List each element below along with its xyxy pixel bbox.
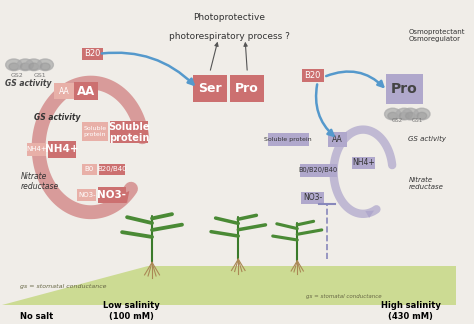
Text: GS activity: GS activity bbox=[5, 79, 51, 88]
Text: Low salinity
(100 mM): Low salinity (100 mM) bbox=[103, 301, 160, 321]
Text: Osmoprotectant
Osmoregulator: Osmoprotectant Osmoregulator bbox=[409, 29, 465, 42]
Circle shape bbox=[399, 112, 409, 119]
Text: NO3-: NO3- bbox=[303, 193, 322, 202]
Text: B20: B20 bbox=[84, 49, 101, 58]
FancyBboxPatch shape bbox=[230, 75, 264, 102]
Circle shape bbox=[417, 112, 427, 119]
Text: B0/B20/B40: B0/B20/B40 bbox=[299, 168, 338, 173]
Text: AA: AA bbox=[332, 135, 343, 144]
FancyBboxPatch shape bbox=[77, 189, 96, 201]
FancyBboxPatch shape bbox=[300, 164, 337, 177]
FancyBboxPatch shape bbox=[55, 83, 73, 99]
Circle shape bbox=[37, 59, 54, 71]
Text: No salt: No salt bbox=[20, 312, 54, 321]
Circle shape bbox=[9, 63, 19, 70]
FancyBboxPatch shape bbox=[48, 141, 76, 158]
Circle shape bbox=[402, 108, 419, 120]
Text: AA: AA bbox=[77, 85, 95, 98]
Text: Soluble protein: Soluble protein bbox=[264, 137, 312, 142]
Text: B0: B0 bbox=[84, 166, 94, 172]
Text: High salinity
(430 mM): High salinity (430 mM) bbox=[381, 301, 441, 321]
Circle shape bbox=[6, 59, 22, 71]
Text: Ser: Ser bbox=[198, 82, 222, 95]
Text: GS1: GS1 bbox=[411, 118, 423, 122]
FancyBboxPatch shape bbox=[98, 187, 126, 202]
Text: gs = stomatal conductance: gs = stomatal conductance bbox=[306, 294, 382, 299]
Text: Nitrate
reductase: Nitrate reductase bbox=[20, 172, 59, 191]
Circle shape bbox=[414, 108, 430, 120]
FancyBboxPatch shape bbox=[82, 122, 108, 141]
FancyBboxPatch shape bbox=[82, 48, 103, 60]
FancyBboxPatch shape bbox=[301, 192, 325, 204]
FancyBboxPatch shape bbox=[302, 69, 324, 82]
Text: AA: AA bbox=[59, 87, 69, 96]
Text: NH4+: NH4+ bbox=[352, 158, 375, 168]
Text: photorespiratory process ?: photorespiratory process ? bbox=[169, 32, 290, 41]
FancyBboxPatch shape bbox=[268, 133, 309, 146]
Text: Pro: Pro bbox=[391, 82, 418, 96]
Text: Photoprotective: Photoprotective bbox=[193, 13, 265, 22]
Text: gs = stomatal conductance: gs = stomatal conductance bbox=[20, 284, 107, 289]
Text: GS activity: GS activity bbox=[409, 136, 447, 142]
Text: GS2: GS2 bbox=[392, 118, 403, 122]
Text: NO3-: NO3- bbox=[97, 190, 127, 200]
Text: Pro: Pro bbox=[235, 82, 259, 95]
Text: GS activity: GS activity bbox=[34, 113, 81, 122]
Text: B20/B40: B20/B40 bbox=[97, 166, 127, 172]
FancyBboxPatch shape bbox=[74, 82, 98, 100]
FancyBboxPatch shape bbox=[99, 164, 125, 175]
FancyBboxPatch shape bbox=[386, 74, 423, 104]
Circle shape bbox=[40, 63, 50, 70]
Circle shape bbox=[384, 108, 401, 120]
Text: Nitrate
reductase: Nitrate reductase bbox=[409, 177, 443, 190]
FancyBboxPatch shape bbox=[328, 132, 347, 147]
Circle shape bbox=[406, 112, 415, 119]
Circle shape bbox=[20, 63, 30, 70]
FancyBboxPatch shape bbox=[352, 157, 375, 169]
FancyBboxPatch shape bbox=[82, 164, 97, 175]
Polygon shape bbox=[2, 266, 456, 305]
Circle shape bbox=[29, 63, 39, 70]
Text: B20: B20 bbox=[304, 71, 321, 80]
Circle shape bbox=[17, 59, 34, 71]
Circle shape bbox=[388, 112, 398, 119]
Circle shape bbox=[396, 108, 412, 120]
FancyBboxPatch shape bbox=[193, 75, 227, 102]
FancyBboxPatch shape bbox=[27, 143, 46, 156]
Text: NH4+: NH4+ bbox=[27, 146, 47, 152]
Text: NH4+: NH4+ bbox=[45, 145, 79, 154]
Circle shape bbox=[26, 59, 42, 71]
Text: GS2: GS2 bbox=[10, 73, 23, 78]
Text: Soluble
protein: Soluble protein bbox=[109, 122, 150, 143]
FancyBboxPatch shape bbox=[110, 121, 148, 143]
Text: Soluble
protein: Soluble protein bbox=[83, 126, 107, 137]
Text: NO3-: NO3- bbox=[78, 192, 96, 198]
Text: GS1: GS1 bbox=[33, 73, 46, 78]
